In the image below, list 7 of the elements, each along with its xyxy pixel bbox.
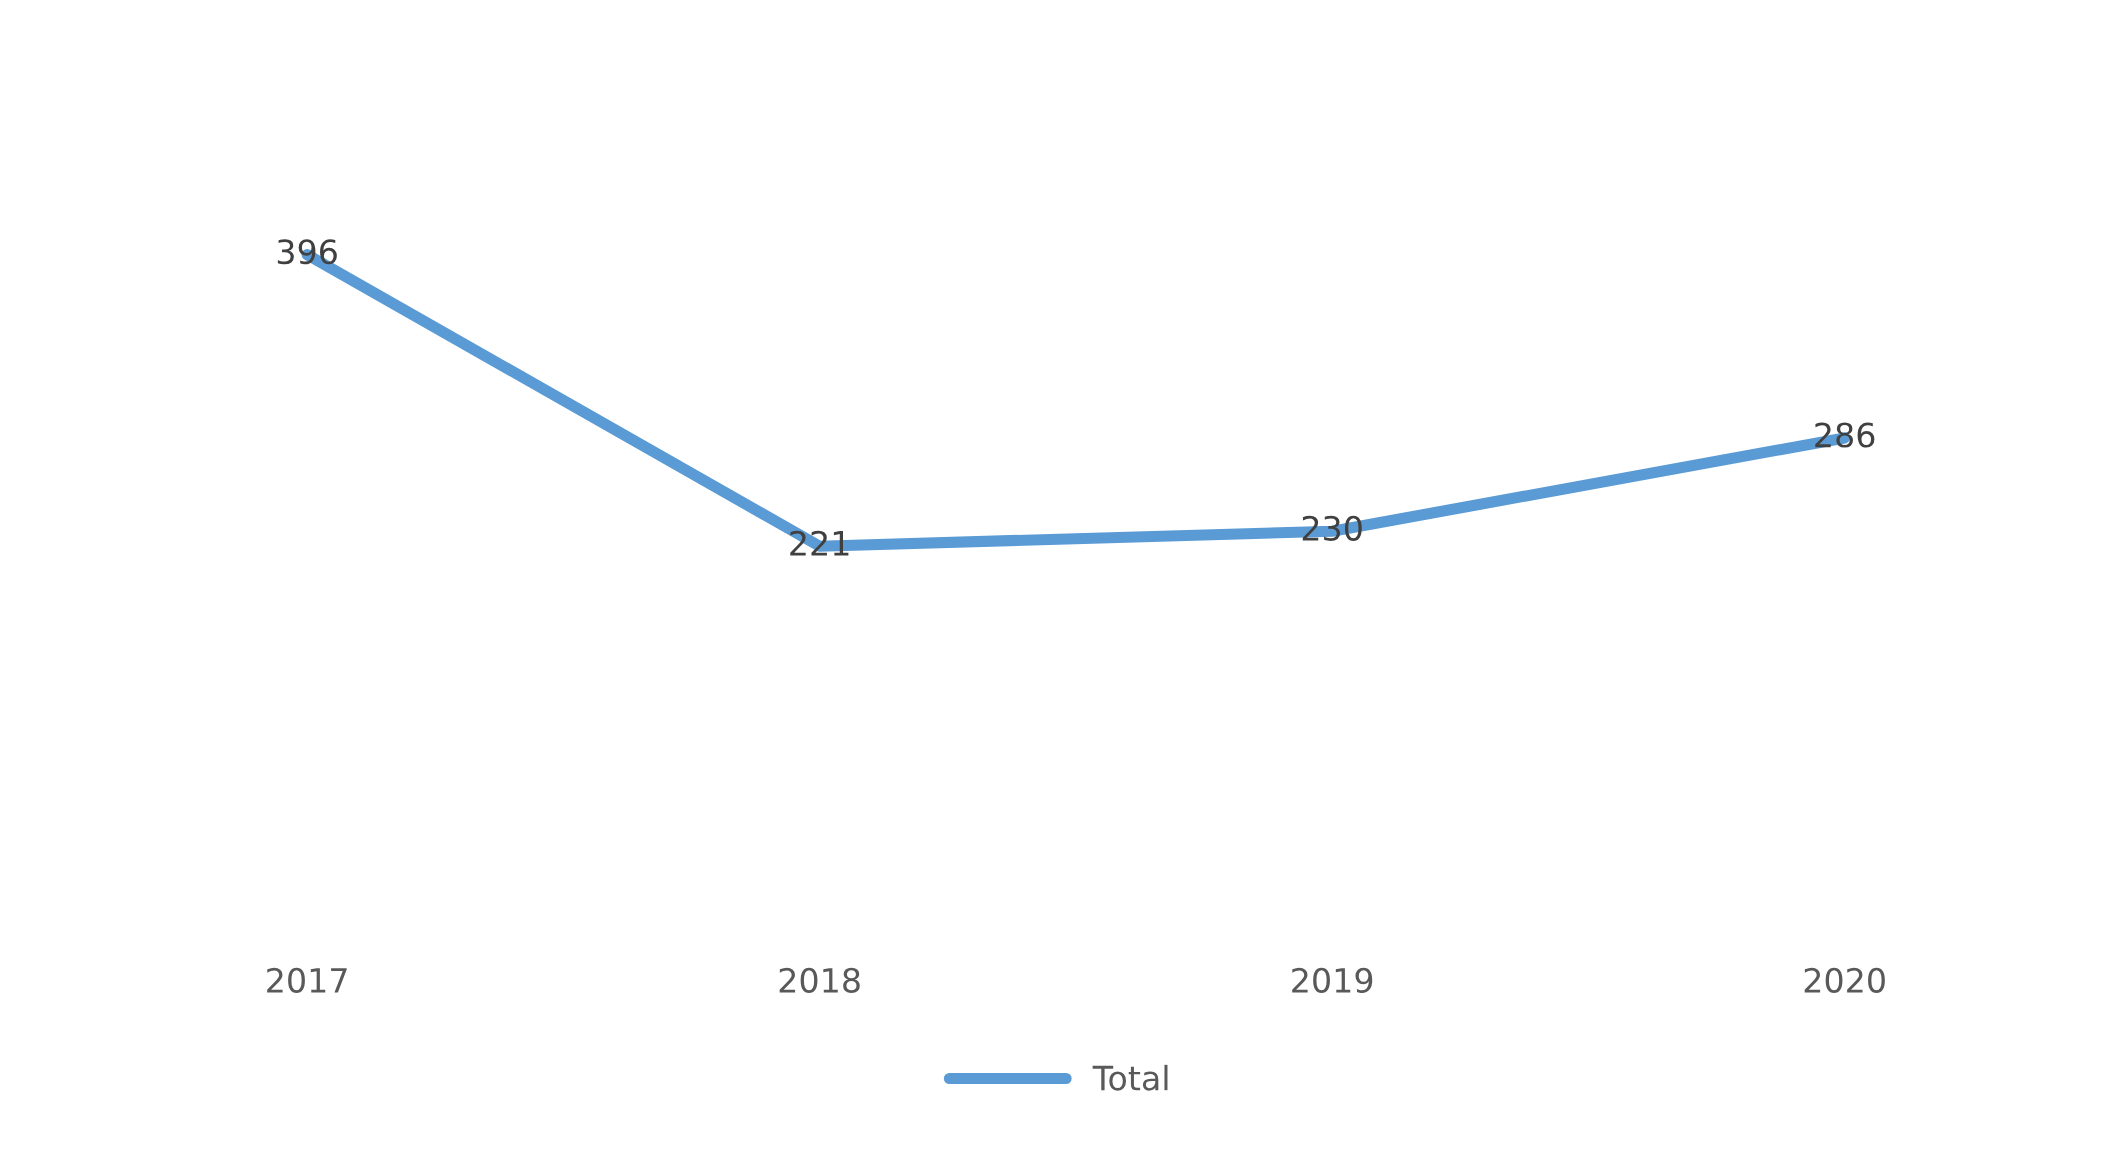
data-label: 286 [1815, 422, 1875, 448]
data-label: 396 [277, 239, 337, 265]
x-tick-label: 2019 [1292, 967, 1373, 993]
legend-label: Total [1092, 1064, 1168, 1091]
x-tick-label: 2018 [779, 967, 860, 993]
x-tick-label: 2017 [267, 967, 347, 993]
x-tick-label: 2020 [1804, 967, 1885, 993]
